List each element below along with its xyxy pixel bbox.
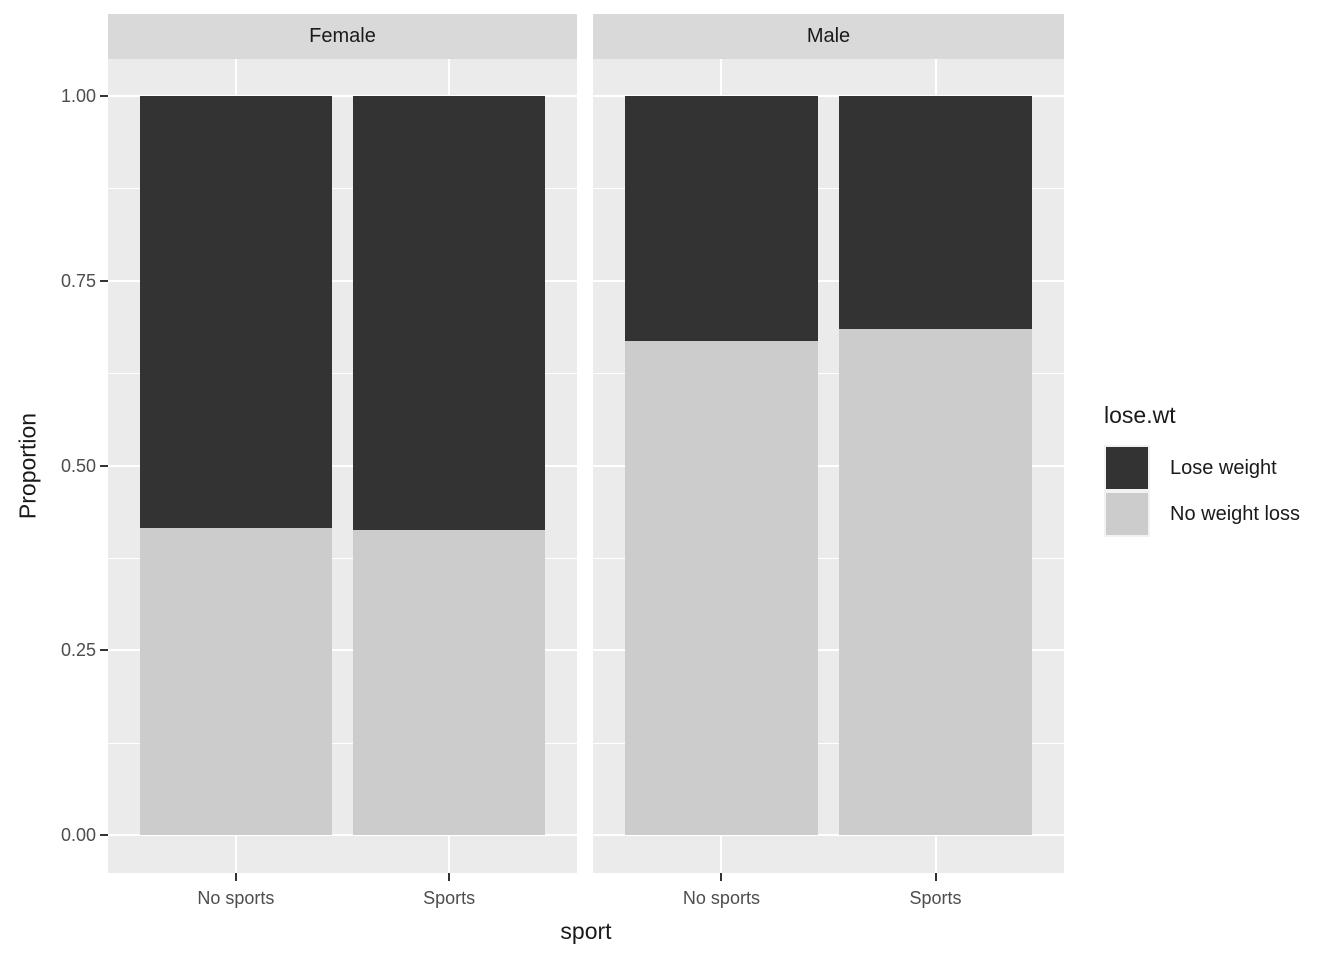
facet-strip-label-male: Male xyxy=(806,25,851,47)
bar-segment-no-weight-loss xyxy=(839,328,1032,835)
legend-label-lose-weight: Lose weight xyxy=(1170,456,1277,479)
facet-strip-male: Male xyxy=(593,14,1064,59)
legend-item-lose-weight: Lose weight xyxy=(1104,445,1300,491)
bar-segment-lose-weight xyxy=(139,96,332,529)
legend-item-no-weight-loss: No weight loss xyxy=(1104,491,1300,537)
y-axis-tick xyxy=(100,279,108,282)
major-gridline xyxy=(108,464,577,467)
x-axis-title: sport xyxy=(560,918,612,944)
y-tick-label-0.75: 0.75 xyxy=(60,270,96,291)
minor-gridline xyxy=(593,188,1064,190)
bar-segment-lose-weight xyxy=(839,96,1032,329)
y-axis-tick xyxy=(100,464,108,467)
minor-gridline xyxy=(593,557,1064,559)
bar-segment-lose-weight xyxy=(625,96,818,342)
y-tick-label-0.25: 0.25 xyxy=(60,640,96,661)
x-tick-label-no-sports: No sports xyxy=(682,888,760,908)
facet-panel-female xyxy=(108,59,577,873)
major-gridline xyxy=(593,464,1064,467)
facet-strip-label-female: Female xyxy=(309,25,376,47)
legend-key-no-weight-loss-swatch xyxy=(1104,491,1150,537)
minor-gridline xyxy=(108,373,577,375)
minor-gridline xyxy=(108,742,577,744)
bar-segment-no-weight-loss xyxy=(139,528,332,835)
x-axis-tick xyxy=(234,873,237,881)
y-tick-label-0.00: 0.00 xyxy=(60,825,96,845)
legend-key-lose-weight-swatch xyxy=(1104,445,1150,491)
bar-segment-lose-weight xyxy=(353,96,545,530)
bar-segment-no-weight-loss xyxy=(353,529,545,835)
major-gridline xyxy=(593,834,1064,836)
major-gridline xyxy=(108,279,577,282)
y-axis-tick xyxy=(100,834,108,836)
minor-gridline xyxy=(108,557,577,559)
minor-gridline xyxy=(593,742,1064,744)
legend-label-no-weight-loss: No weight loss xyxy=(1170,502,1301,525)
major-gridline xyxy=(593,279,1064,282)
major-gridline xyxy=(593,649,1064,652)
x-axis-tick xyxy=(934,873,937,881)
bar-segment-no-weight-loss xyxy=(625,341,818,835)
x-tick-label-no-sports: No sports xyxy=(197,888,275,908)
minor-gridline xyxy=(108,188,577,190)
x-tick-label-sports: Sports xyxy=(909,888,962,908)
legend-title: lose.wt xyxy=(1104,402,1176,428)
major-gridline xyxy=(108,649,577,652)
minor-gridline xyxy=(593,373,1064,375)
major-gridline xyxy=(108,95,577,97)
legend: lose.wt Lose weight No weight loss xyxy=(1104,402,1300,537)
y-tick-label-1.00: 1.00 xyxy=(60,86,96,106)
y-axis-tick xyxy=(100,95,108,97)
x-axis-tick xyxy=(448,873,451,881)
x-axis-tick xyxy=(720,873,723,881)
facet-panel-male xyxy=(593,59,1064,873)
y-tick-label-0.50: 0.50 xyxy=(60,455,96,476)
major-gridline xyxy=(593,95,1064,97)
major-gridline xyxy=(108,834,577,836)
y-axis-tick xyxy=(100,649,108,652)
facet-strip-female: Female xyxy=(108,14,577,59)
x-tick-label-sports: Sports xyxy=(423,888,476,908)
